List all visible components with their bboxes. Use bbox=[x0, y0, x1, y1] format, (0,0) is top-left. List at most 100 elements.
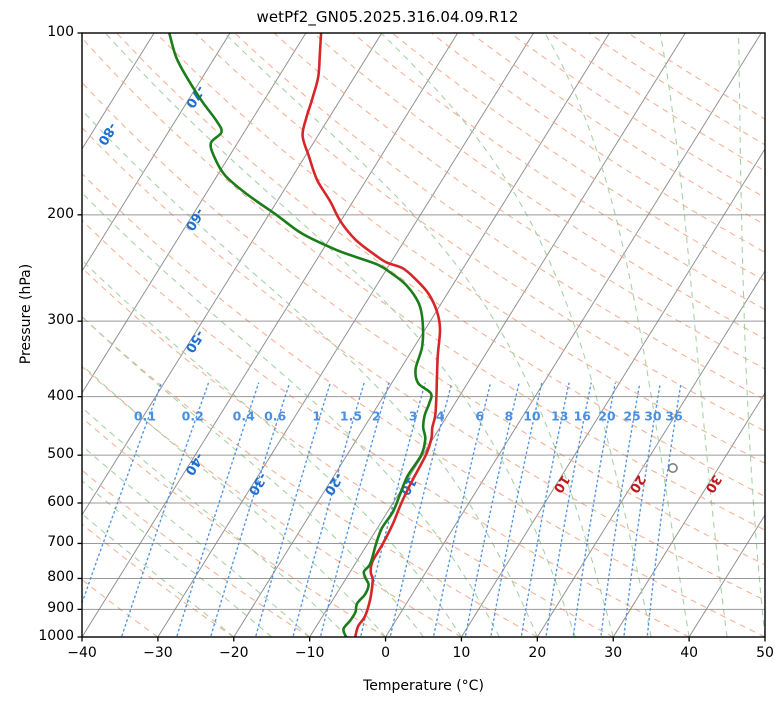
y-tick-label: 900 bbox=[47, 600, 74, 617]
dry-adiabat-line bbox=[470, 33, 765, 226]
mixing-ratio-line bbox=[520, 382, 570, 637]
mixing-ratio-label: 0.2 bbox=[182, 409, 204, 424]
dry-adiabat-line bbox=[588, 33, 765, 146]
mixing-ratio-label: 1.5 bbox=[340, 409, 362, 424]
isotherm-label: -70 bbox=[182, 82, 207, 110]
dry-adiabat-line bbox=[352, 33, 765, 311]
dry-adiabat-line bbox=[82, 579, 159, 637]
dry-adiabat-line bbox=[627, 33, 765, 120]
x-tick-label: −40 bbox=[67, 645, 97, 661]
dry-adiabat-line bbox=[155, 33, 765, 465]
x-tick-label: −30 bbox=[143, 645, 173, 661]
lcl-marker bbox=[667, 462, 678, 473]
moist-adiabat-line bbox=[82, 259, 462, 637]
isotherm-label: -50 bbox=[182, 327, 207, 355]
mixing-ratio-line bbox=[319, 382, 390, 637]
x-tick-label: −10 bbox=[294, 645, 325, 661]
isotherm-label: -60 bbox=[182, 205, 207, 233]
mixing-ratio-line bbox=[292, 382, 365, 637]
page-title: wetPf2_GN05.2025.316.04.09.R12 bbox=[256, 8, 519, 26]
x-tick-label: 10 bbox=[452, 645, 471, 661]
mixing-ratio-line bbox=[489, 382, 543, 637]
dry-adiabat-line bbox=[549, 33, 765, 172]
dry-adiabat-line bbox=[82, 81, 765, 566]
x-tick-label: 50 bbox=[756, 645, 774, 661]
mixing-ratio-line bbox=[82, 382, 162, 605]
background-lines bbox=[82, 33, 765, 637]
mixing-ratio-line bbox=[545, 382, 592, 637]
isotherm-label: 30 bbox=[702, 472, 724, 495]
dry-adiabat-line bbox=[431, 33, 765, 254]
mixing-ratio-label: 3 bbox=[409, 409, 418, 424]
mixing-ratio-label: 10 bbox=[523, 409, 541, 424]
mixing-ratio-label: 20 bbox=[598, 409, 616, 424]
y-tick-label: 600 bbox=[47, 494, 74, 510]
mixing-ratio-line bbox=[464, 382, 520, 637]
mixing-ratio-label: 1 bbox=[312, 409, 321, 424]
isotherm-line bbox=[385, 33, 762, 637]
mixing-ratio-line bbox=[646, 382, 682, 637]
y-tick-label: 100 bbox=[47, 24, 74, 40]
dry-adiabat-line bbox=[116, 33, 765, 498]
isotherm-line bbox=[688, 514, 765, 637]
isotherm-label: -40 bbox=[181, 450, 206, 478]
mixing-ratio-line bbox=[572, 382, 616, 637]
x-axis-label: Temperature (°C) bbox=[363, 678, 484, 694]
mixing-ratio-label: 8 bbox=[504, 409, 513, 424]
mixing-ratio-line bbox=[120, 382, 210, 637]
isotherm-line bbox=[82, 33, 383, 516]
dry-adiabat-line bbox=[82, 267, 614, 637]
mixing-ratio-line bbox=[389, 382, 453, 637]
mixing-ratio-label: 6 bbox=[475, 409, 484, 424]
moist-adiabat-line bbox=[659, 33, 728, 637]
y-tick-label: 1000 bbox=[38, 628, 74, 644]
mixing-ratio-labels: 0.1 0.2 0.4 0.6 1 1.5 2 3 4 6 8 10 13 16 20 25 30 36 bbox=[134, 409, 683, 424]
y-tick-label: 300 bbox=[47, 312, 74, 329]
mixing-ratio-line bbox=[359, 382, 426, 637]
isotherm-line bbox=[157, 33, 534, 637]
mixing-ratio-label: 30 bbox=[644, 409, 662, 424]
moist-adiabat-line bbox=[738, 33, 765, 637]
dry-adiabat-line bbox=[82, 219, 690, 637]
dry-adiabat-line bbox=[509, 33, 765, 199]
mixing-ratio-line bbox=[432, 382, 492, 637]
moist-adiabat-line bbox=[82, 513, 235, 637]
moist-adiabat-line bbox=[380, 33, 652, 637]
x-tick-label: 30 bbox=[604, 645, 623, 661]
mixing-ratio-line bbox=[600, 382, 641, 637]
isotherm-label: -30 bbox=[245, 470, 270, 498]
moist-adiabat-line bbox=[544, 33, 690, 637]
moist-adiabat-line bbox=[224, 33, 614, 637]
dry-adiabat-line bbox=[82, 172, 765, 637]
y-tick-label: 400 bbox=[47, 387, 74, 404]
x-tick-label: −20 bbox=[218, 645, 249, 661]
mixing-ratio-label: 36 bbox=[665, 409, 683, 424]
isotherm-line bbox=[309, 33, 686, 637]
mixing-ratio-label: 2 bbox=[372, 409, 381, 424]
isotherm-line bbox=[82, 33, 231, 272]
isotherm-line bbox=[764, 636, 765, 637]
isotherm-label: 40 bbox=[689, 633, 711, 656]
isotherm-label: 10 bbox=[550, 472, 572, 495]
moist-adiabat-line bbox=[82, 192, 500, 637]
moist-adiabat-line bbox=[82, 406, 348, 637]
dry-adiabat-line bbox=[234, 33, 765, 401]
mixing-ratio-line bbox=[254, 382, 331, 637]
mixing-ratio-label: 16 bbox=[574, 409, 592, 424]
mixing-ratio-label: 0.4 bbox=[233, 409, 255, 424]
dry-adiabat-line bbox=[82, 37, 765, 531]
moist-adiabat-line bbox=[82, 364, 387, 637]
sounding-traces bbox=[168, 33, 442, 637]
x-tick-label: 0 bbox=[381, 645, 390, 661]
y-tick-label: 500 bbox=[47, 446, 74, 463]
x-tick-label: 40 bbox=[680, 645, 699, 661]
dry-adiabat-line bbox=[82, 126, 765, 602]
dry-adiabat-line bbox=[82, 417, 386, 637]
dry-adiabat-line bbox=[82, 316, 538, 637]
moist-adiabat-line bbox=[82, 445, 311, 637]
isotherm-line bbox=[461, 147, 765, 637]
isotherm-line bbox=[82, 33, 459, 637]
